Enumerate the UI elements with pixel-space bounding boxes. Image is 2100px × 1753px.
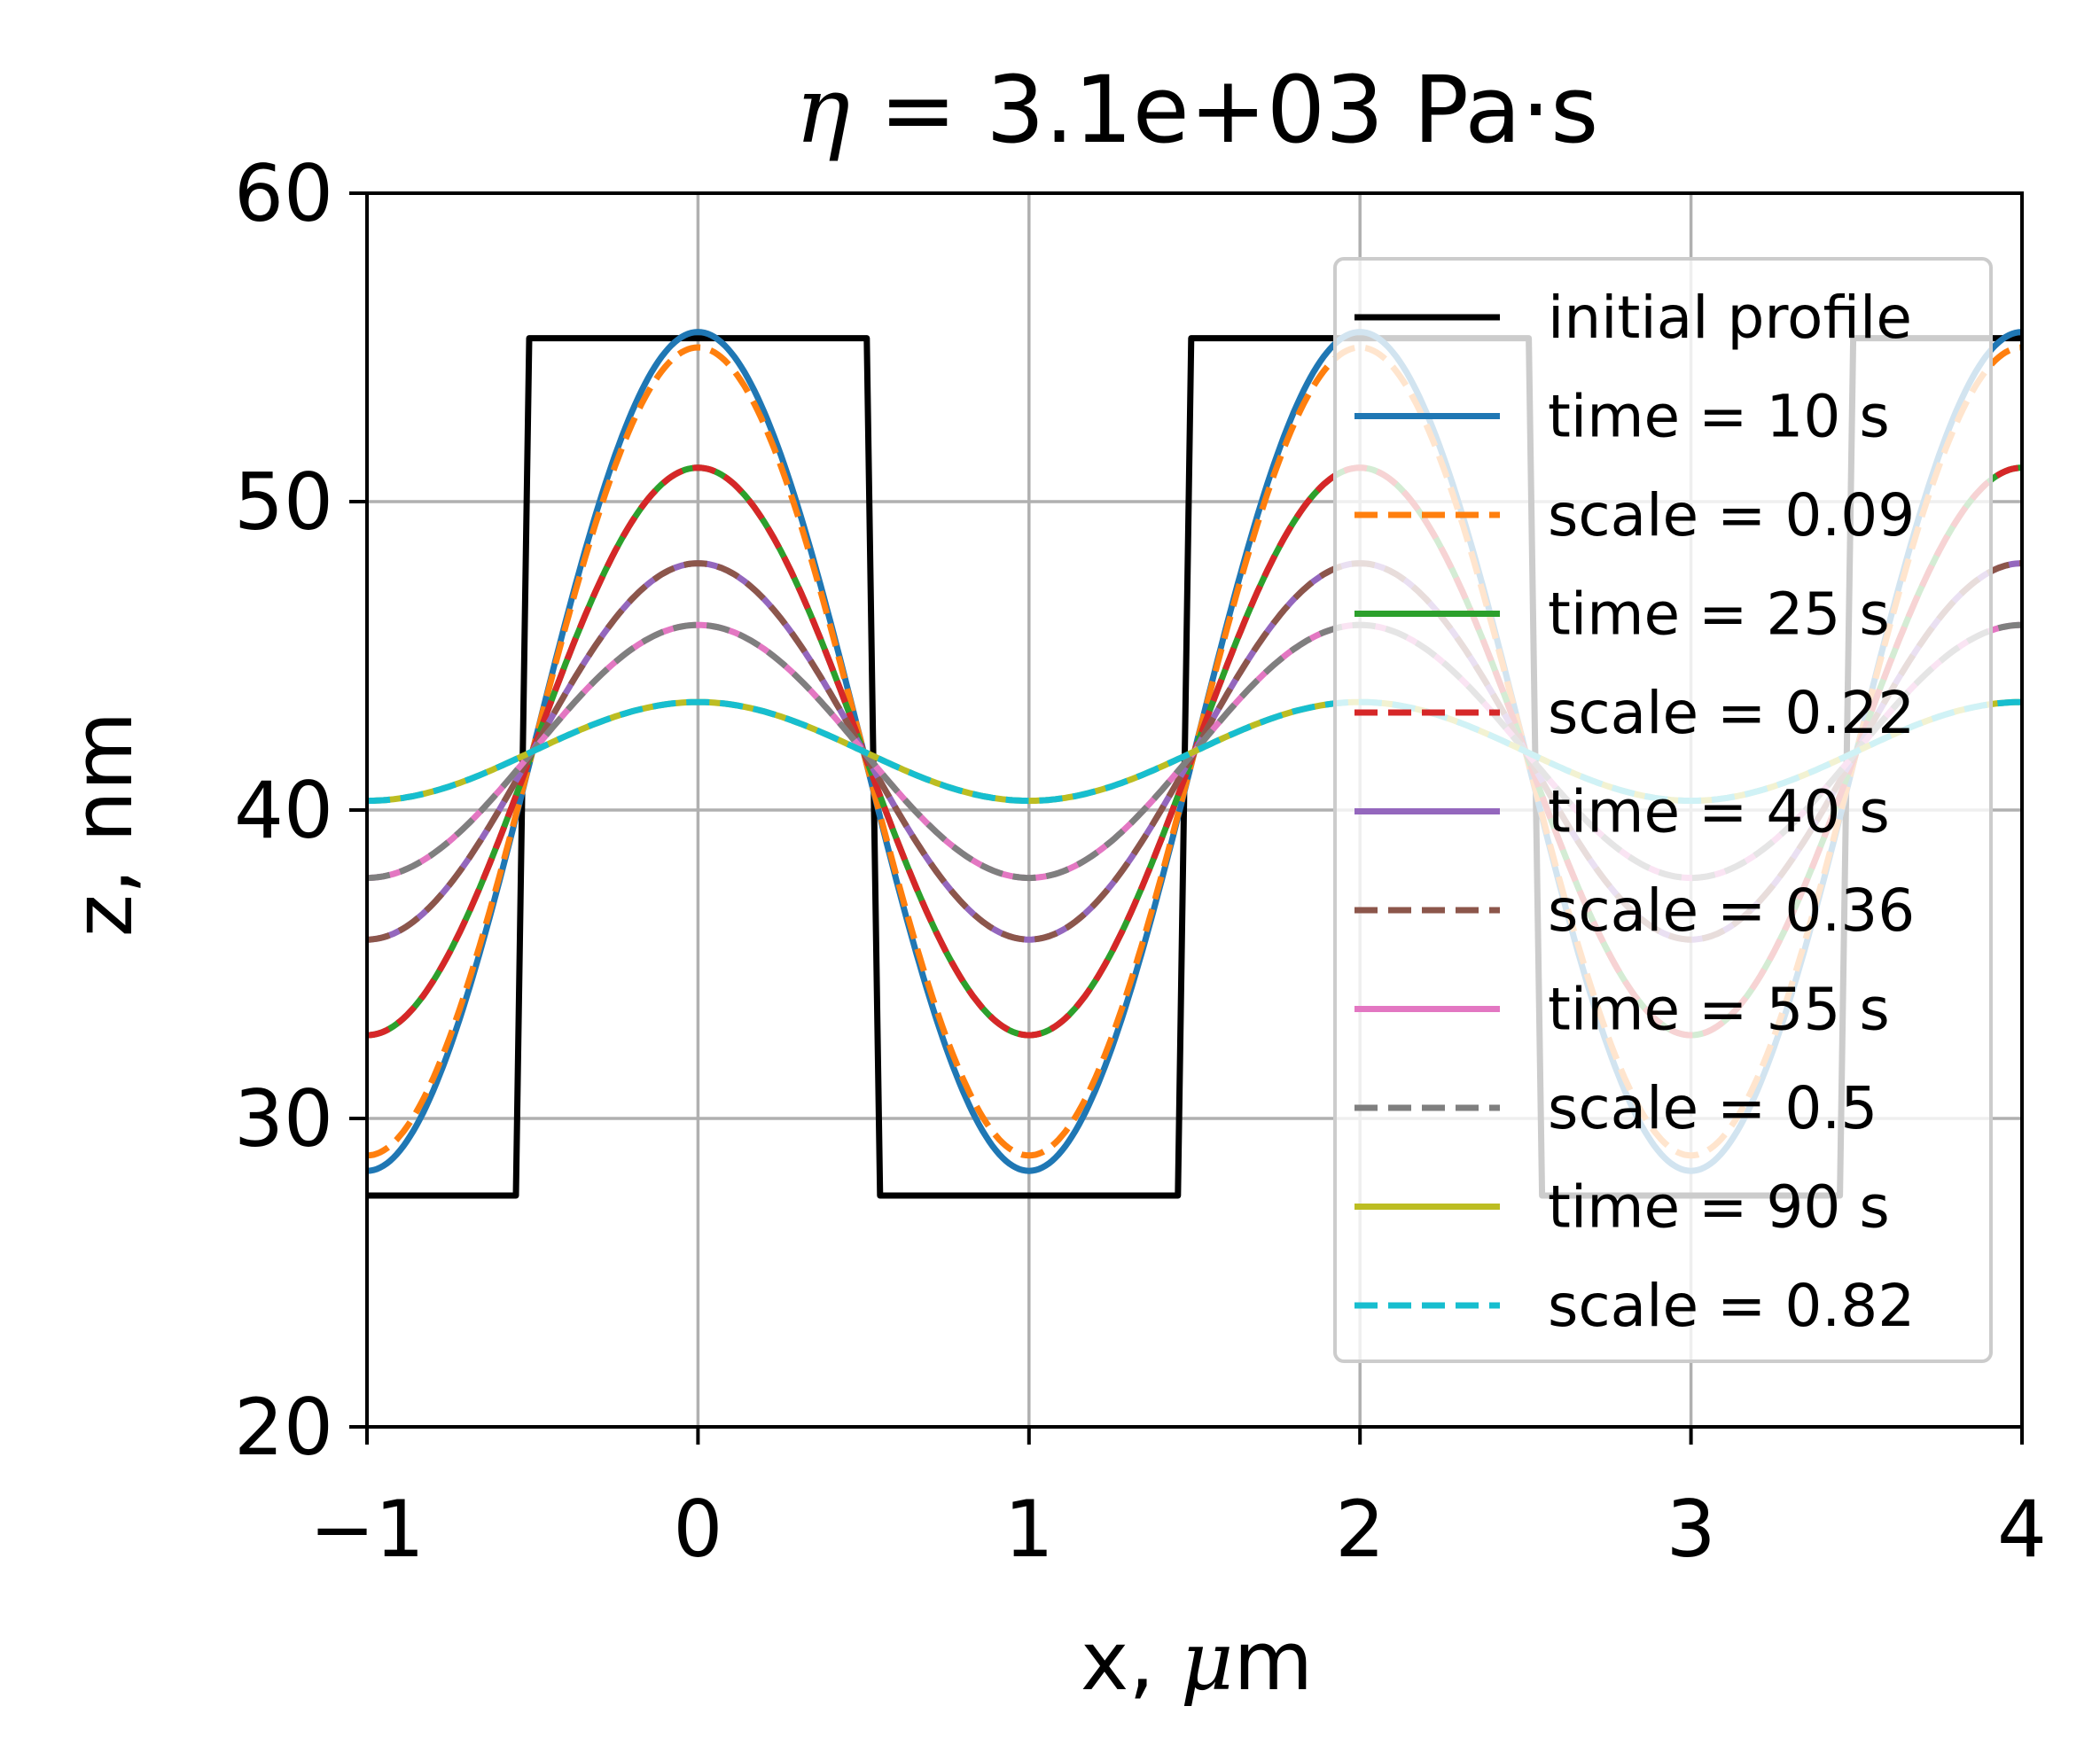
legend-label-2: scale = 0.09: [1548, 481, 1915, 549]
axes: [349, 191, 2024, 1445]
legend-label-10: scale = 0.82: [1548, 1272, 1915, 1340]
legend-label-8: scale = 0.5: [1548, 1074, 1878, 1142]
x-tick-label-4: 3: [1667, 1484, 1716, 1575]
x-axis-label-symbol: μ: [1181, 1614, 1234, 1709]
y-tick-label-0: 20: [234, 1382, 333, 1473]
series-line-7: [367, 621, 2022, 882]
y-tick-label-3: 50: [234, 456, 333, 548]
tick-labels: −1 0 1 2 3 4 20 30 40 50 60: [234, 148, 2047, 1575]
y-tick-label-2: 40: [234, 765, 333, 856]
legend-label-5: time = 40 s: [1548, 778, 1890, 846]
x-tick-label-1: 0: [673, 1484, 722, 1575]
legend-label-4: scale = 0.22: [1548, 679, 1915, 747]
legend-label-9: time = 90 s: [1548, 1173, 1890, 1242]
x-tick-label-0: −1: [309, 1484, 425, 1575]
legend-box: [1333, 257, 1993, 1363]
legend: initial profile time = 10 s scale = 0.09 ti…: [1333, 257, 1993, 1363]
title-text: = 3.1e+03 Pa·s: [850, 56, 1598, 164]
legend-label-7: time = 55 s: [1548, 976, 1890, 1044]
x-tick-label-2: 1: [1004, 1484, 1054, 1575]
y-tick-label-1: 30: [234, 1073, 333, 1165]
x-tick-label-5: 4: [1997, 1484, 2047, 1575]
legend-label-0: initial profile: [1548, 284, 1912, 352]
legend-label-3: time = 25 s: [1548, 580, 1890, 649]
y-axis-label: z, nm: [56, 712, 151, 938]
title-symbol: η: [795, 56, 850, 164]
x-axis-label: x, μm: [1081, 1614, 1313, 1709]
legend-label-6: scale = 0.36: [1548, 876, 1915, 945]
legend-label-1: time = 10 s: [1548, 383, 1890, 451]
y-tick-label-4: 60: [234, 148, 333, 239]
x-axis-label-suffix: m: [1234, 1614, 1314, 1709]
chart-title: η = 3.1e+03 Pa·s: [795, 56, 1599, 164]
x-axis-label-prefix: x,: [1081, 1614, 1181, 1709]
x-tick-label-3: 2: [1335, 1484, 1385, 1575]
